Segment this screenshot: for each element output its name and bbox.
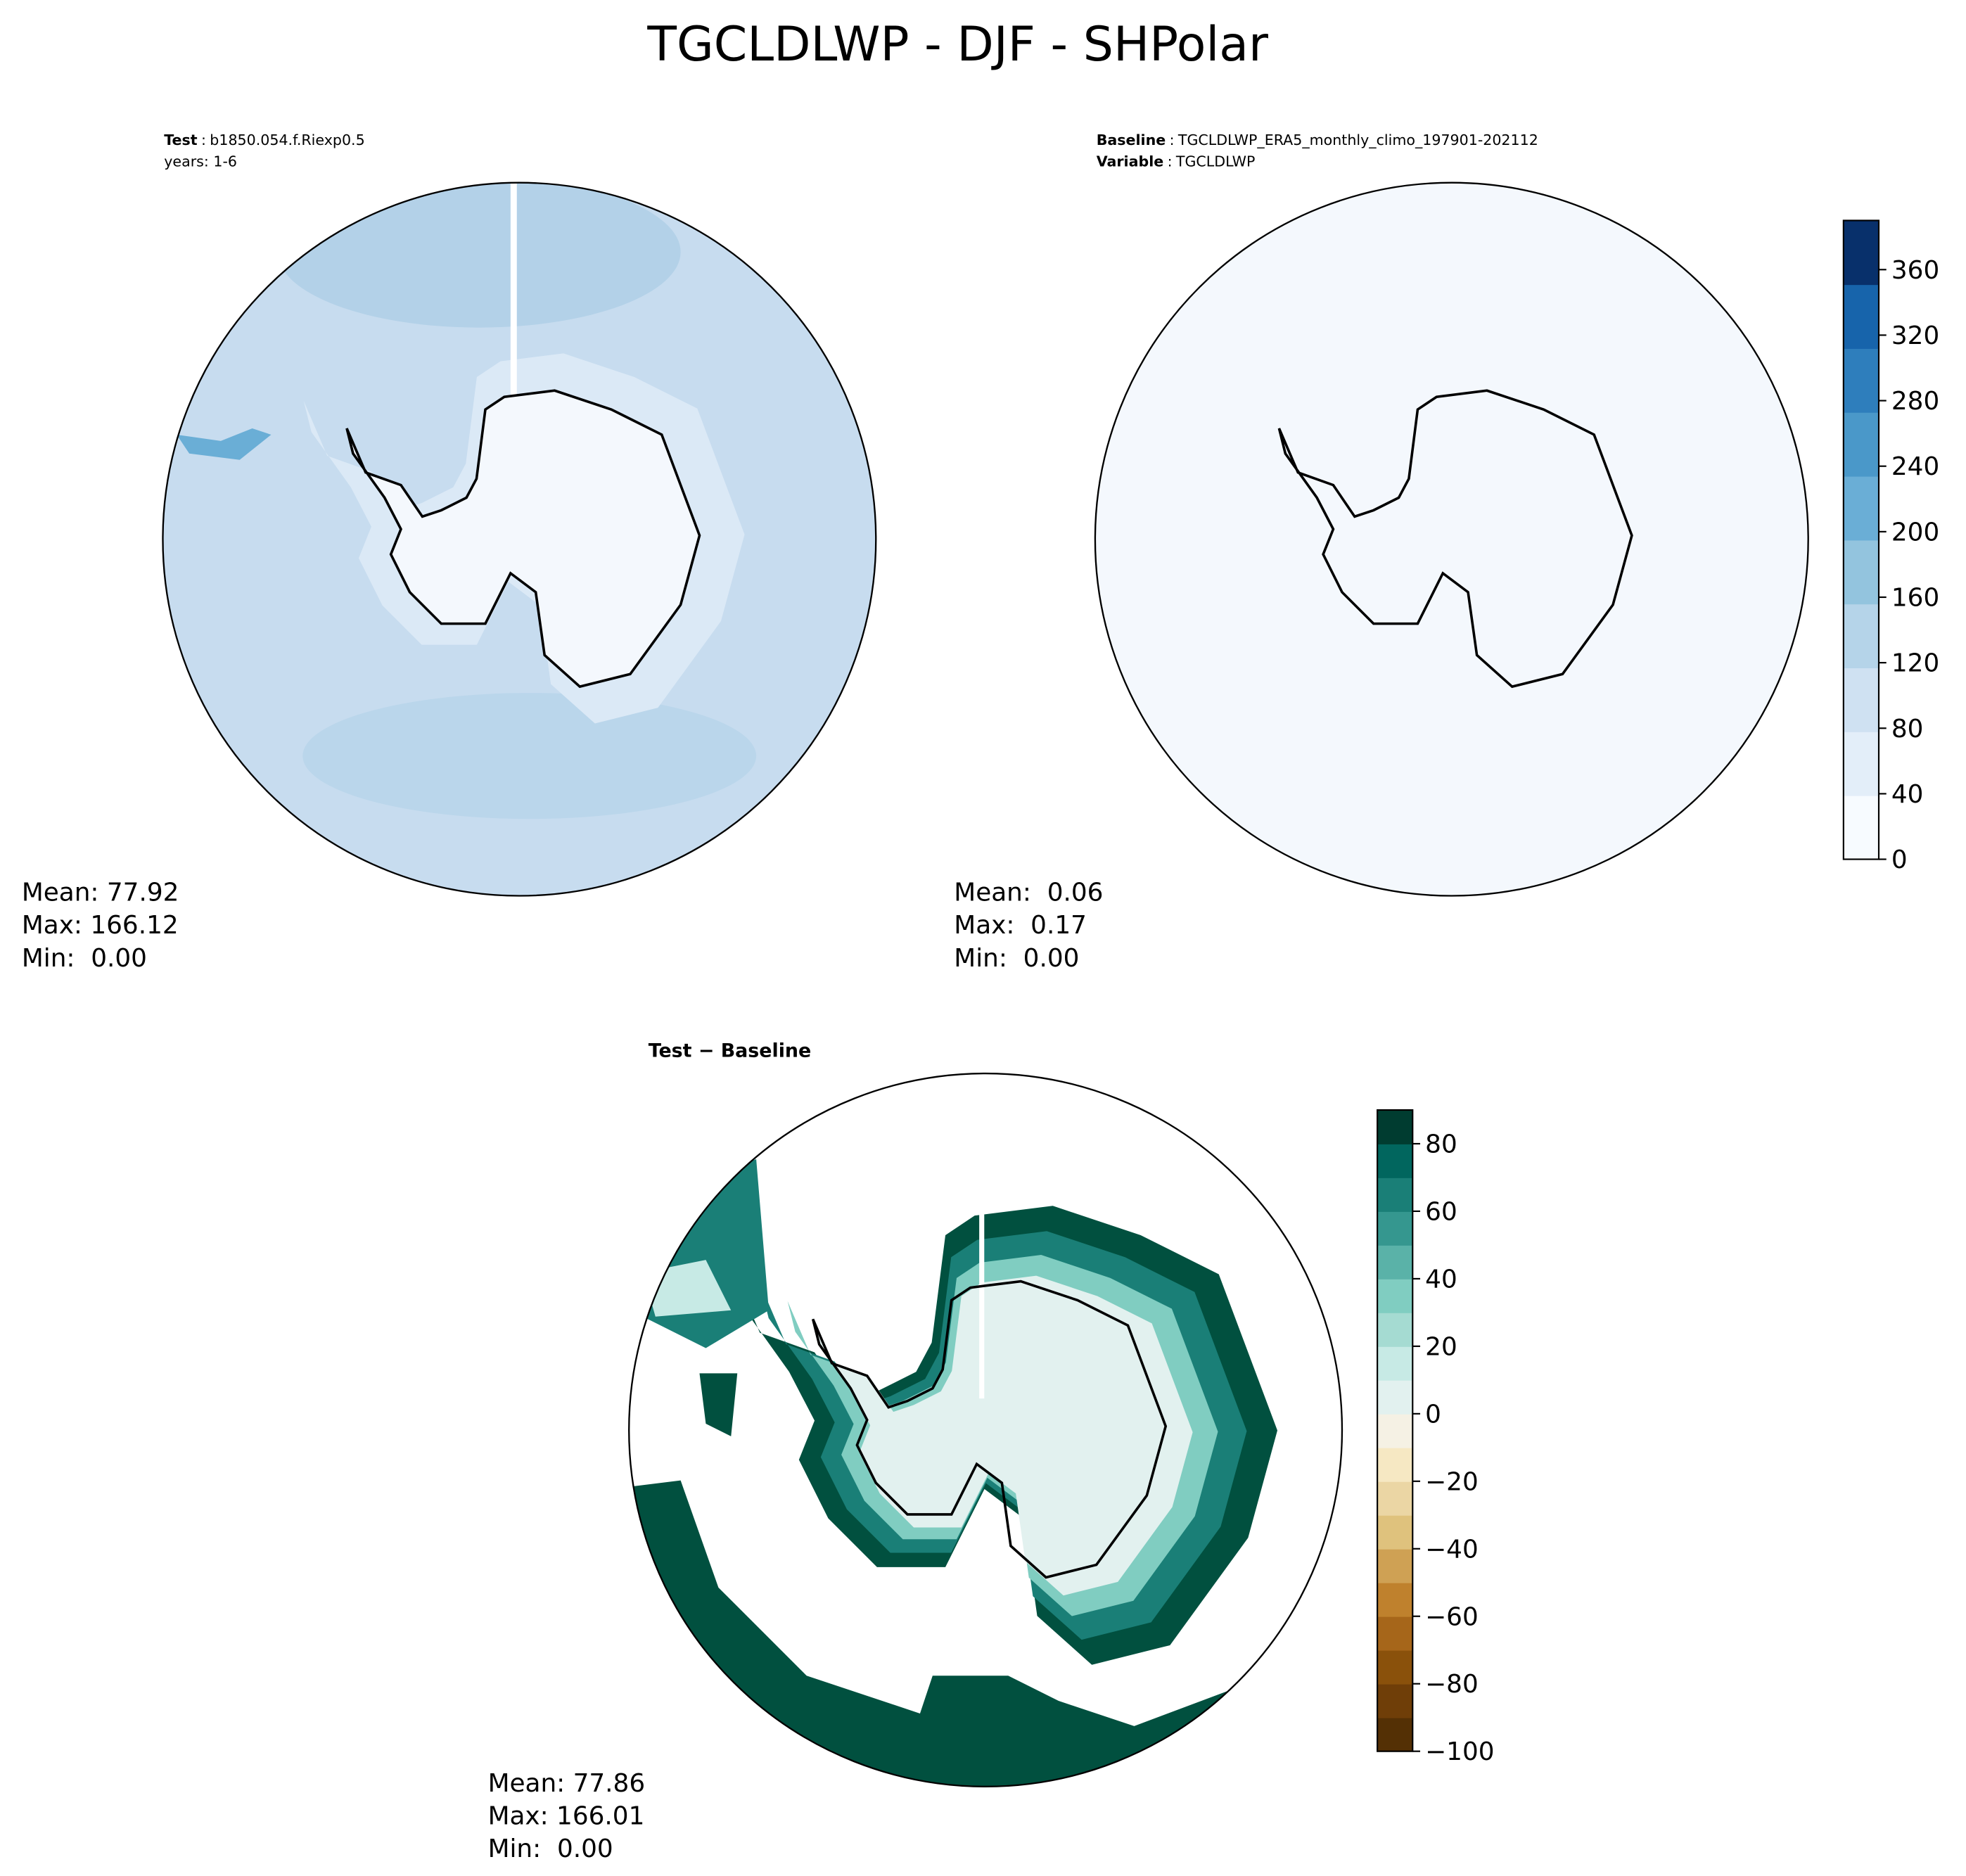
label-part: b1850.054.f.Riexp0.5 [210,132,364,148]
label-part: years: 1-6 [164,153,237,170]
map-difference [628,1072,1343,1787]
colorbar-tick-label: 360 [1891,256,1939,285]
colorbar-band [1843,795,1879,860]
colorbar-band [1843,284,1879,349]
panel-label: Test − Baseline [649,1040,812,1062]
colorbar-band [1377,1616,1413,1651]
colorbar-band [1377,1548,1413,1583]
colorbar-tick-label: −100 [1425,1737,1494,1766]
colorbar-tick-label: 0 [1425,1400,1441,1429]
colorbar-tick-label: 80 [1425,1130,1457,1159]
colorbar-band [1843,411,1879,477]
colorbar-band [1377,1683,1413,1718]
colorbar-band [1843,220,1879,286]
colorbar-band [1377,1413,1413,1448]
colorbar-band [1377,1109,1413,1144]
colorbar-tick-label: 240 [1891,452,1939,481]
colorbar-band [1377,1312,1413,1347]
stat: Mean: 77.86 [488,1769,646,1798]
colorbar-tick-label: −40 [1425,1535,1479,1564]
label-part: TGCLDLWP_ERA5_monthly_climo_197901-20211… [1177,132,1538,149]
colorbar-frame [1842,219,1880,860]
stat: Min: 0.00 [488,1834,613,1863]
colorbar-tick-label: 60 [1425,1197,1457,1226]
stat: Max: 0.17 [954,911,1087,940]
label-part: Baseline [1097,132,1166,148]
colorbar-tick-label: 120 [1891,649,1939,678]
colorbar-tick-label: 280 [1891,387,1939,416]
map-baseline [1094,181,1809,897]
panel-label: Baseline: TGCLDLWP_ERA5_monthly_climo_197… [1097,132,1538,149]
colorbar-band [1377,1379,1413,1415]
colorbar-band [1377,1211,1413,1246]
colorbar-tick-label: −60 [1425,1602,1479,1631]
colorbar-tick-label: 40 [1891,780,1924,809]
colorbar-band [1377,1177,1413,1212]
stat: Max: 166.01 [488,1802,645,1831]
colorbar-frame [1377,1109,1414,1752]
label-part: : [1170,132,1175,148]
colorbar-tick-label: 0 [1891,846,1908,874]
panel-label: years: 1-6 [164,153,237,170]
stat: Max: 166.12 [22,911,179,940]
colorbar-tick-label: 40 [1425,1265,1457,1294]
colorbar-band [1377,1244,1413,1280]
colorbar-band [1377,1447,1413,1482]
stat: Min: 0.00 [22,944,147,973]
colorbar-tick-label: 200 [1891,518,1939,547]
colorbar-tick-label: 160 [1891,584,1939,613]
colorbar-band [1843,348,1879,413]
colorbar-tick-label: 20 [1425,1332,1457,1361]
colorbar-band [1377,1582,1413,1617]
colorbar-tick-label: −80 [1425,1670,1479,1699]
stat: Mean: 0.06 [954,879,1103,907]
colorbar-band [1377,1278,1413,1313]
colorbar-band [1843,604,1879,669]
colorbar-band [1843,731,1879,796]
colorbar-tick-label: −20 [1425,1467,1479,1496]
stat: Min: 0.00 [954,944,1079,973]
label-part: Test [164,132,198,148]
label-part: Variable [1097,153,1164,170]
label-part: TGCLDLWP [1175,153,1256,170]
figure-title: TGCLDLWP - DJF - SHPolar [646,17,1268,72]
label-part: Test − Baseline [649,1040,812,1062]
label-part: : [1168,153,1173,170]
stat: Mean: 77.92 [22,879,179,907]
colorbar-band [1377,1346,1413,1381]
colorbar-band [1843,476,1879,541]
colorbar-band [1377,1143,1413,1178]
colorbar-band [1377,1481,1413,1516]
map-test [162,181,877,897]
colorbar-band [1843,668,1879,732]
colorbar-band [1377,1650,1413,1685]
colorbar-tick-label: 80 [1891,715,1924,744]
colorbar-tick-label: 320 [1891,321,1939,350]
panel-label: Variable: TGCLDLWP [1097,153,1256,170]
panel-label: Test: b1850.054.f.Riexp0.5 [164,132,364,148]
colorbar-band [1377,1717,1413,1752]
colorbar-band [1843,540,1879,605]
colorbar-band [1377,1514,1413,1550]
label-part: : [201,132,206,148]
